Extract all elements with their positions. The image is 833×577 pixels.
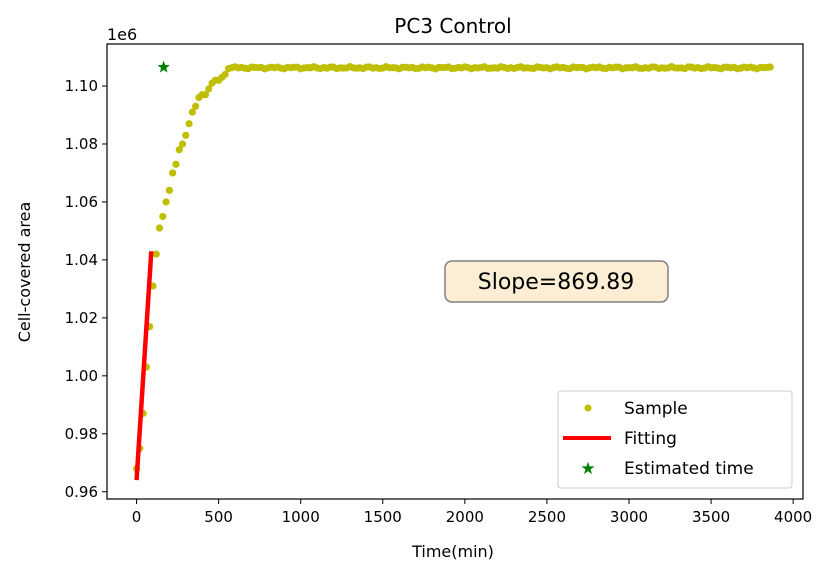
legend-estimated-marker: ★ <box>580 459 595 479</box>
y-tick-label: 1.00 <box>65 367 98 385</box>
legend: Sample Fitting ★ Estimated time <box>557 390 793 489</box>
sample-point <box>221 70 229 79</box>
sample-point <box>169 169 177 177</box>
x-tick-label: 4000 <box>774 508 812 526</box>
y-offset-label: 1e6 <box>107 25 137 44</box>
sample-point <box>162 198 170 206</box>
plot-frame <box>106 43 804 500</box>
x-tick-label: 2500 <box>528 508 566 526</box>
y-tick-label: 1.08 <box>65 135 98 153</box>
y-tick-label: 1.04 <box>65 251 98 269</box>
annotation-background <box>444 260 669 303</box>
sample-point <box>766 63 774 71</box>
y-axis-label: Cell-covered area <box>15 202 34 343</box>
sample-point <box>175 146 183 154</box>
fitting-line <box>134 251 154 481</box>
legend-sample-marker <box>584 404 592 412</box>
sample-point <box>182 131 190 139</box>
sample-point <box>192 102 200 110</box>
sample-point <box>188 108 196 116</box>
y-tick-label: 1.02 <box>65 309 98 327</box>
legend-frame <box>557 390 793 489</box>
sample-point <box>172 160 180 168</box>
y-tick-label: 0.96 <box>65 483 98 501</box>
y-tick-label: 0.98 <box>65 425 98 443</box>
annotation-box: Slope=869.89 <box>444 260 669 303</box>
x-tick-label: 3500 <box>692 508 730 526</box>
sample-point <box>152 250 160 258</box>
x-axis-label: Time(min) <box>411 542 494 561</box>
sample-point <box>185 120 193 128</box>
annotation-text: Slope=869.89 <box>478 270 634 295</box>
sample-point <box>159 212 167 221</box>
chart-title: PC3 Control <box>394 14 511 38</box>
legend-estimated-label: Estimated time <box>624 459 754 479</box>
x-axis-ticks: 0 500 1000 1500 2000 2500 3000 3500 4000 <box>132 499 812 526</box>
y-axis-ticks: 0.96 0.98 1.00 1.02 1.04 1.06 1.08 1.10 <box>65 77 107 501</box>
sample-point <box>178 140 187 148</box>
plot-marks <box>132 60 774 481</box>
sample-point <box>165 186 173 194</box>
estimated-time-point <box>157 60 170 73</box>
x-tick-label: 1500 <box>364 508 402 526</box>
sample-point <box>155 224 164 232</box>
x-tick-label: 500 <box>204 508 233 526</box>
y-tick-label: 1.06 <box>65 193 98 211</box>
sample-point <box>201 91 210 99</box>
legend-fitting-label: Fitting <box>624 429 677 449</box>
x-tick-label: 0 <box>132 508 142 526</box>
y-tick-label: 1.10 <box>65 77 98 95</box>
x-tick-label: 3000 <box>610 508 648 526</box>
sample-point <box>205 85 213 93</box>
x-tick-label: 2000 <box>446 508 484 526</box>
x-tick-label: 1000 <box>282 508 320 526</box>
legend-sample-label: Sample <box>624 399 688 419</box>
